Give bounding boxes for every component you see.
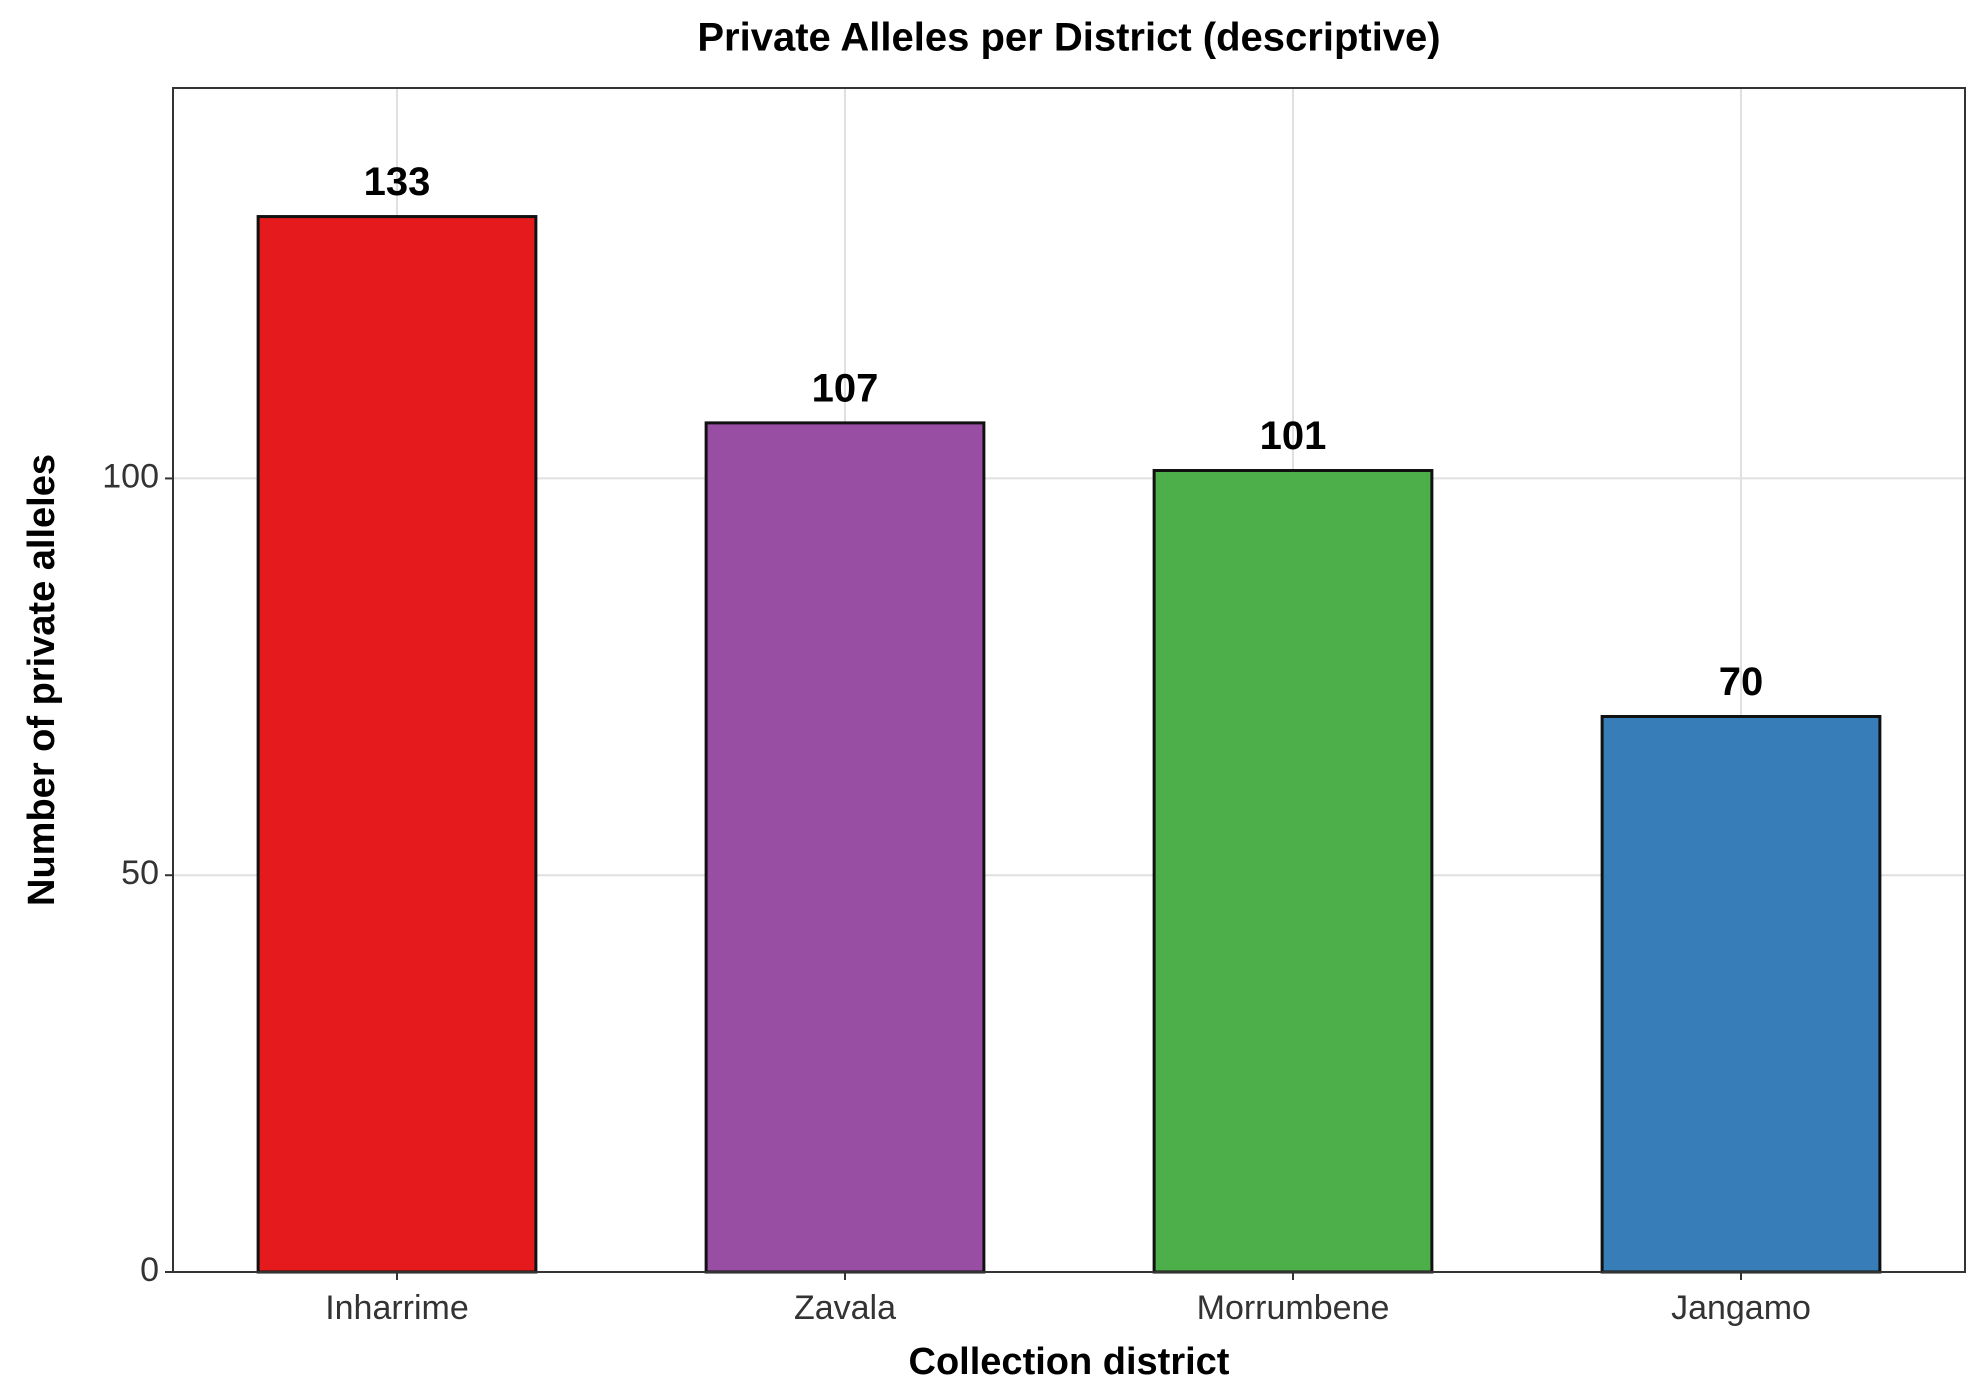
x-tick-label: Zavala <box>794 1289 896 1327</box>
y-tick-label: 0 <box>140 1251 159 1289</box>
value-label: 70 <box>1719 660 1764 704</box>
chart-title: Private Alleles per District (descriptiv… <box>697 16 1440 60</box>
bar <box>1600 715 1882 1274</box>
x-axis-title: Collection district <box>909 1341 1230 1383</box>
x-tick-label: Inharrime <box>325 1289 469 1327</box>
y-axis-title: Number of private alleles <box>21 454 63 906</box>
x-tick-label: Morrumbene <box>1197 1289 1390 1327</box>
value-label: 107 <box>812 366 879 410</box>
bar <box>704 421 986 1274</box>
y-tick-label: 50 <box>121 854 159 892</box>
bar <box>256 215 538 1274</box>
value-label: 101 <box>1260 414 1327 458</box>
y-tick-label: 100 <box>102 457 159 495</box>
x-tick-label: Jangamo <box>1671 1289 1811 1327</box>
value-label: 133 <box>364 160 431 204</box>
plot-border <box>172 87 1966 1273</box>
bar <box>1152 468 1434 1274</box>
